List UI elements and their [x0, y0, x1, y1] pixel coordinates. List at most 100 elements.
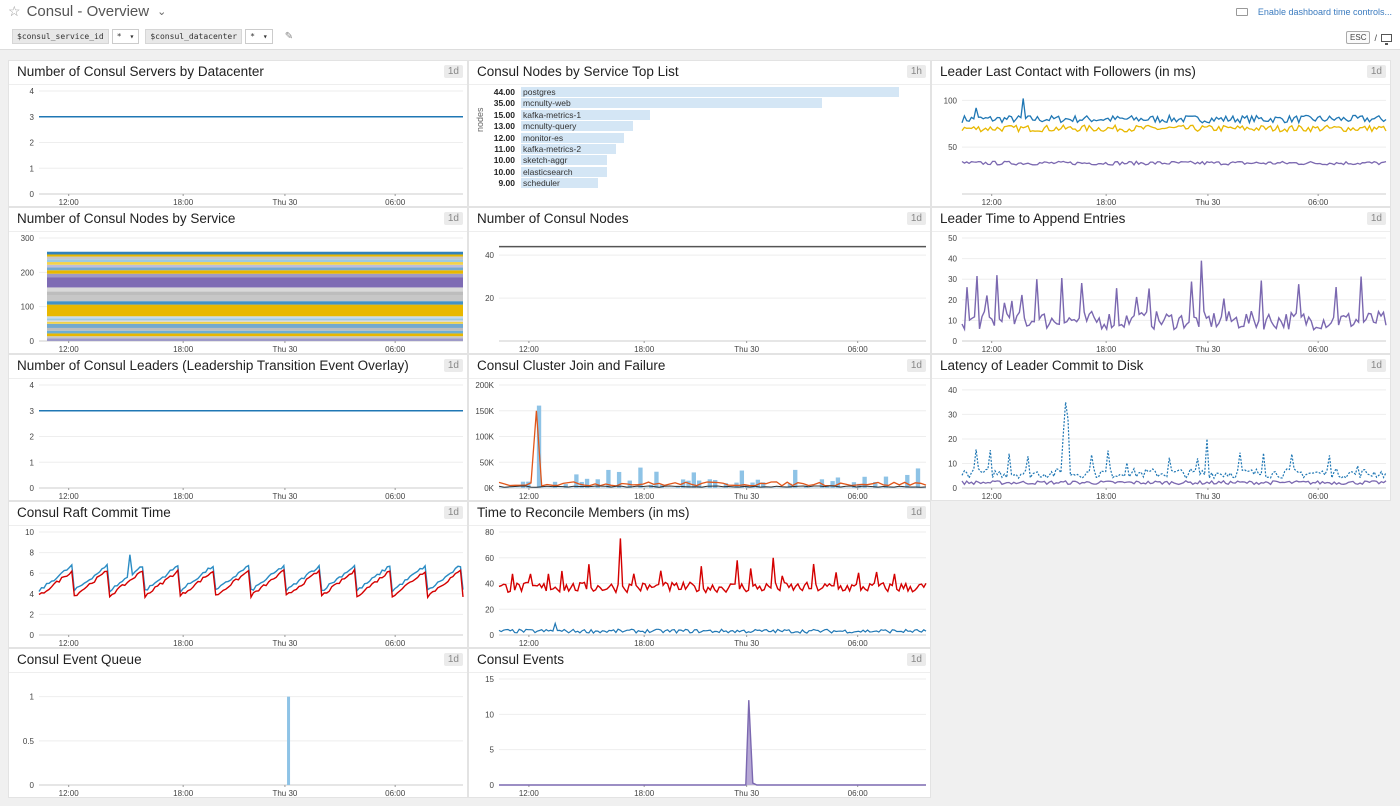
- y-tick-label: 3: [30, 407, 35, 416]
- time-controls: Enable dashboard time controls...: [1235, 7, 1392, 17]
- bar: [568, 487, 574, 488]
- y-tick-label: 20: [485, 294, 494, 303]
- separator: /: [1374, 32, 1377, 43]
- pencil-icon[interactable]: ✎: [284, 31, 294, 42]
- area-band: [47, 270, 463, 274]
- chevron-down-icon[interactable]: ⌄: [157, 6, 167, 18]
- bar: [643, 487, 648, 488]
- y-tick-label: 4: [30, 87, 35, 96]
- widget-joinfail[interactable]: Consul Cluster Join and Failure 1d 0K 50K…: [468, 354, 931, 501]
- toplist-bar[interactable]: [521, 166, 607, 177]
- area-band: [47, 264, 463, 268]
- esc-key[interactable]: ESC: [1346, 31, 1371, 44]
- toplist-bar[interactable]: [521, 144, 616, 154]
- template-variables: $consul_service_id * ▾ $consul_datacenter…: [12, 29, 293, 44]
- series-area: [499, 700, 926, 786]
- x-tick-label: Thu 30: [734, 639, 759, 648]
- chart-events: 0 5 10 15 12:00 18:00 Thu 30 06:00: [485, 675, 926, 798]
- y-tick-label: 20: [948, 435, 957, 444]
- divider: [9, 672, 467, 673]
- var-select[interactable]: * ▾: [111, 29, 140, 44]
- bar: [558, 487, 563, 488]
- widget-lastcontact[interactable]: Leader Last Contact with Followers (in m…: [931, 60, 1391, 207]
- bar: [563, 484, 568, 488]
- toplist-value: 15.00: [493, 109, 515, 120]
- widget-title: Number of Consul Leaders (Leadership Tra…: [17, 358, 409, 373]
- bar: [702, 487, 707, 488]
- widget-title: Latency of Leader Commit to Disk: [940, 358, 1144, 373]
- toplist-label: elasticsearch: [523, 166, 573, 177]
- y-tick-label: 100: [944, 96, 958, 105]
- toplist-value: 12.00: [493, 132, 515, 143]
- toplist-bar[interactable]: [521, 98, 822, 109]
- fullscreen-controls: ESC /: [1346, 31, 1392, 45]
- bar: [825, 486, 830, 488]
- dashboard-title[interactable]: Consul - Overview: [26, 3, 150, 20]
- widget-append[interactable]: Leader Time to Append Entries 1d 0 10 20 30…: [931, 207, 1391, 354]
- bar: [707, 479, 712, 488]
- widget-title: Leader Last Contact with Followers (in m…: [940, 64, 1196, 79]
- bar: [899, 487, 905, 488]
- var-value: *: [250, 32, 255, 41]
- divider: [932, 84, 1390, 85]
- divider: [469, 672, 930, 673]
- widget-servers[interactable]: Number of Consul Servers by Datacenter 1…: [8, 60, 468, 207]
- time-badge: 1d: [443, 653, 463, 666]
- widget-leaders[interactable]: Number of Consul Leaders (Leadership Tra…: [8, 354, 468, 501]
- series-line: [961, 98, 1387, 125]
- time-badge: 1d: [1366, 212, 1386, 225]
- widget-nodesbysvc[interactable]: Number of Consul Nodes by Service 1d 0 10…: [8, 207, 468, 354]
- x-tick-label: 06:00: [1308, 345, 1329, 354]
- area-band: [47, 336, 463, 339]
- x-tick-label: 18:00: [1096, 345, 1117, 354]
- bar: [584, 478, 590, 488]
- y-tick-label: 300: [21, 234, 35, 243]
- chart-raft: 0 2 4 6 8 10 12:00 18:00 Thu 30 06:00: [25, 528, 464, 648]
- star-icon[interactable]: ☆: [8, 3, 21, 19]
- time-badge: 1d: [906, 506, 926, 519]
- y-tick-label: 50: [948, 234, 957, 243]
- y-tick-label: 15: [485, 675, 494, 684]
- widget-raft[interactable]: Consul Raft Commit Time 1d 0 2 4 6 8 10 12:00 1…: [8, 501, 468, 648]
- bar: [574, 474, 579, 488]
- enable-time-controls-link[interactable]: Enable dashboard time controls...: [1257, 7, 1392, 17]
- x-tick-label: 06:00: [848, 492, 869, 501]
- series-line: [961, 123, 1387, 134]
- x-tick-label: 12:00: [59, 789, 80, 798]
- widget-title: Consul Event Queue: [17, 652, 142, 667]
- area-band: [47, 323, 463, 328]
- toplist-bar[interactable]: [521, 121, 633, 132]
- area-band: [47, 277, 463, 288]
- divider: [469, 84, 930, 85]
- widget-toplist[interactable]: Consul Nodes by Service Top List 1h node…: [468, 60, 931, 207]
- bar: [531, 487, 536, 488]
- time-badge: 1d: [443, 65, 463, 78]
- widget-events[interactable]: Consul Events 1d 0 5 10 15 12:00 18:00 Thu 30 0…: [468, 648, 931, 798]
- widget-commitdisk[interactable]: Latency of Leader Commit to Disk 1d 0 10 2…: [931, 354, 1391, 501]
- bar: [686, 480, 691, 488]
- toplist-bar[interactable]: [521, 132, 625, 143]
- x-tick-label: 06:00: [848, 639, 869, 648]
- widget-queue[interactable]: Consul Event Queue 1d 0 0.5 1 12:00 18:00 Thu…: [8, 648, 468, 798]
- bar: [771, 487, 777, 488]
- series-line: [498, 621, 927, 635]
- x-tick-label: 06:00: [1308, 492, 1329, 501]
- toplist-bar[interactable]: [521, 155, 607, 166]
- toplist-bar[interactable]: [521, 109, 650, 120]
- area-band: [47, 338, 463, 341]
- widget-numnodes[interactable]: Number of Consul Nodes 1d 20 40 12:00 18:00…: [468, 207, 931, 354]
- widget-reconcile[interactable]: Time to Reconcile Members (in ms) 1d 0 20…: [468, 501, 931, 648]
- x-tick-label: 18:00: [1096, 492, 1117, 501]
- toplist-value: 10.00: [493, 155, 515, 166]
- var-select[interactable]: * ▾: [245, 29, 273, 44]
- monitor-icon[interactable]: [1381, 33, 1392, 45]
- x-tick-label: 18:00: [173, 345, 194, 354]
- y-tick-label: 6: [30, 569, 35, 578]
- toplist-value: 35.00: [493, 98, 515, 109]
- toplist-bar[interactable]: [521, 87, 899, 97]
- bar: [814, 487, 819, 488]
- x-tick-label: 18:00: [173, 492, 194, 501]
- toplist-bar[interactable]: [521, 178, 599, 189]
- y-tick-label: 100: [21, 303, 35, 312]
- divider: [932, 231, 1390, 232]
